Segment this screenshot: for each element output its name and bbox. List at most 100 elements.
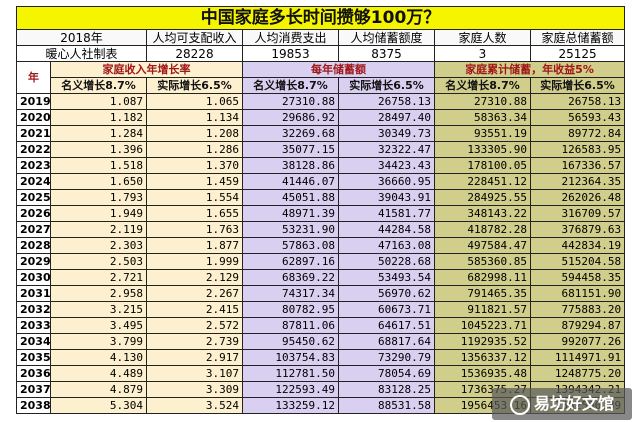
cell-savings-nominal: 38128.86 [242, 157, 339, 174]
cell-cumulative-nominal: 93551.19 [434, 125, 531, 142]
income-growth-header: 家庭收入年增长率 [50, 61, 243, 78]
cell-savings-nominal: 35077.15 [242, 141, 339, 158]
cell-savings-nominal: 29686.92 [242, 109, 339, 126]
cell-year: 2021 [16, 125, 51, 142]
subheader-income-real: 实际增长6.5% [146, 77, 243, 94]
cell-savings-nominal: 53231.90 [242, 221, 339, 238]
cell-savings-real: 83128.25 [338, 381, 435, 398]
table-row: 2027 2.119 1.763 53231.90 44284.58 418782.28 3… [16, 221, 626, 238]
cell-income-nominal: 1.949 [50, 205, 147, 222]
cell-cumulative-nominal: 585360.85 [434, 253, 531, 270]
group-header-row: 年 家庭收入年增长率 每年储蓄额 家庭累计储蓄，年收益5% [16, 61, 626, 94]
cell-savings-nominal: 41446.07 [242, 173, 339, 190]
cell-income-nominal: 4.879 [50, 381, 147, 398]
meta-total-saving-label: 家庭总储蓄额 [529, 29, 626, 46]
cell-income-nominal: 2.119 [50, 221, 147, 238]
cell-savings-real: 60673.71 [338, 301, 435, 318]
cell-income-nominal: 4.130 [50, 349, 147, 366]
cell-cumulative-nominal: 791465.35 [434, 285, 531, 302]
cell-savings-nominal: 80782.95 [242, 301, 339, 318]
cell-cumulative-nominal: 1192935.52 [434, 333, 531, 350]
cell-year: 2037 [16, 381, 51, 398]
cell-income-nominal: 1.518 [50, 157, 147, 174]
cell-savings-real: 41581.77 [338, 205, 435, 222]
cell-income-nominal: 3.495 [50, 317, 147, 334]
subheader-savings-nominal: 名义增长8.7% [242, 77, 339, 94]
cell-year: 2024 [16, 173, 51, 190]
table-row: 2021 1.284 1.208 32269.68 30349.73 93551.19 89… [16, 125, 626, 142]
cell-income-real: 3.107 [146, 365, 243, 382]
cell-savings-real: 47163.08 [338, 237, 435, 254]
meta-row-values: 暖心人社制表 28228 19853 8375 3 25125 [16, 45, 626, 62]
cell-income-real: 1.763 [146, 221, 243, 238]
cell-cumulative-real: 89772.84 [529, 125, 626, 142]
cell-cumulative-real: 1114971.91 [529, 349, 626, 366]
subheader-savings-real: 实际增长6.5% [338, 77, 435, 94]
cell-cumulative-nominal: 284925.55 [434, 189, 531, 206]
cell-income-nominal: 1.396 [50, 141, 147, 158]
cell-savings-nominal: 95450.62 [242, 333, 339, 350]
cell-cumulative-real: 442834.19 [529, 237, 626, 254]
cell-savings-real: 39043.91 [338, 189, 435, 206]
cell-income-real: 1.999 [146, 253, 243, 270]
cell-year: 2029 [16, 253, 51, 270]
cell-year: 2036 [16, 365, 51, 382]
cumulative-savings-header: 家庭累计储蓄，年收益5% [433, 61, 626, 78]
meta-consumption-label: 人均消费支出 [242, 29, 339, 46]
cell-cumulative-real: 775883.20 [529, 301, 626, 318]
cell-year: 2035 [16, 349, 51, 366]
cell-income-nominal: 1.087 [50, 93, 147, 110]
cell-income-nominal: 2.958 [50, 285, 147, 302]
cell-income-real: 1.554 [146, 189, 243, 206]
subheader-cumulative-real: 实际增长6.5% [529, 77, 626, 94]
cell-cumulative-real: 316709.57 [529, 205, 626, 222]
cell-income-real: 3.524 [146, 397, 243, 414]
cell-cumulative-nominal: 27310.88 [434, 93, 531, 110]
cell-cumulative-real: 56593.43 [529, 109, 626, 126]
cell-cumulative-real: 167336.57 [529, 157, 626, 174]
cell-cumulative-real: 515204.58 [529, 253, 626, 270]
cell-savings-nominal: 68369.22 [242, 269, 339, 286]
cell-savings-real: 88531.58 [338, 397, 435, 414]
cell-cumulative-nominal: 418782.28 [434, 221, 531, 238]
cell-savings-nominal: 122593.49 [242, 381, 339, 398]
table-row: 2032 3.215 2.415 80782.95 60673.71 911821.57 7… [16, 301, 626, 318]
subheader-row: 名义增长8.7% 实际增长6.5% 名义增长8.7% 实际增长6.5% 名义增长… [17, 77, 626, 94]
meta-family-size-value: 3 [434, 45, 531, 62]
cell-savings-real: 68817.64 [338, 333, 435, 350]
cell-savings-real: 53493.54 [338, 269, 435, 286]
cell-savings-real: 26758.13 [338, 93, 435, 110]
cell-savings-real: 36660.95 [338, 173, 435, 190]
cell-year: 2027 [16, 221, 51, 238]
cell-year: 2038 [16, 397, 51, 414]
watermark: 易坊好文馆 [492, 388, 632, 420]
cell-income-real: 1.877 [146, 237, 243, 254]
cell-year: 2030 [16, 269, 51, 286]
cell-savings-nominal: 74317.34 [242, 285, 339, 302]
cell-income-real: 2.415 [146, 301, 243, 318]
subheader-income-nominal: 名义增长8.7% [50, 77, 147, 94]
meta-consumption-value: 19853 [242, 45, 339, 62]
cell-year: 2025 [16, 189, 51, 206]
table-row: 2030 2.721 2.129 68369.22 53493.54 682998.11 5… [16, 269, 626, 286]
table-title: 中国家庭多长时间攒够100万？ [15, 6, 626, 30]
cell-income-real: 1.208 [146, 125, 243, 142]
cell-cumulative-real: 262026.48 [529, 189, 626, 206]
cell-income-real: 2.917 [146, 349, 243, 366]
cell-savings-nominal: 103754.83 [242, 349, 339, 366]
cell-savings-real: 50228.68 [338, 253, 435, 270]
cell-cumulative-real: 879294.87 [529, 317, 626, 334]
meta-income-value: 28228 [146, 45, 243, 62]
table-row: 2019 1.087 1.065 27310.88 26758.13 27310.88 26… [16, 93, 626, 110]
cell-savings-real: 73290.79 [338, 349, 435, 366]
meta-income-label: 人均可支配收入 [146, 29, 243, 46]
cell-savings-nominal: 32269.68 [242, 125, 339, 142]
cell-income-real: 1.459 [146, 173, 243, 190]
cell-income-nominal: 2.503 [50, 253, 147, 270]
cell-cumulative-nominal: 1536935.48 [434, 365, 531, 382]
cell-year: 2032 [16, 301, 51, 318]
cell-savings-real: 28497.40 [338, 109, 435, 126]
cell-savings-nominal: 62897.16 [242, 253, 339, 270]
cell-cumulative-nominal: 1045223.71 [434, 317, 531, 334]
cell-income-real: 1.134 [146, 109, 243, 126]
